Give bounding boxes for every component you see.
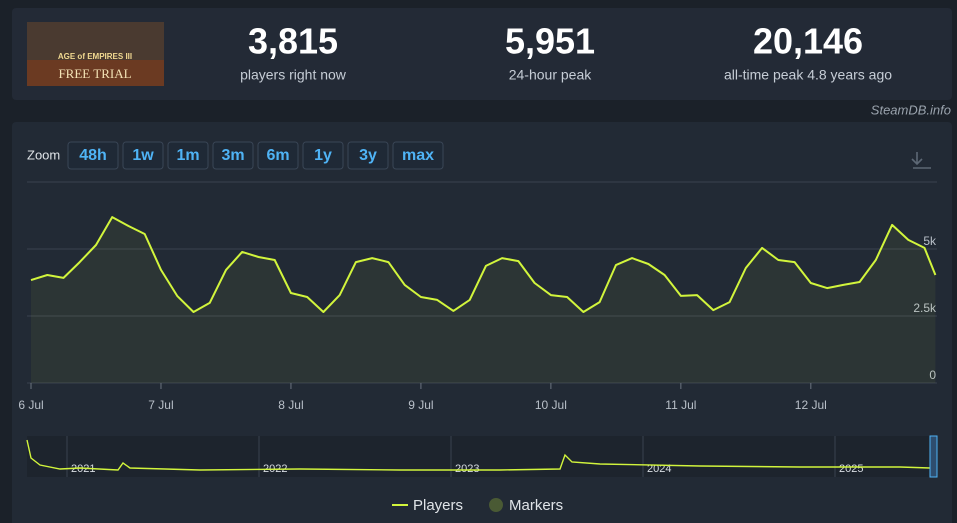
navigator-year: 2025 [839,463,863,475]
zoom-button-label[interactable]: 3y [359,147,377,164]
zoom-button-label[interactable]: 3m [221,147,244,164]
x-tick-label: 11 Jul [665,398,696,412]
legend-label: Markers [509,497,563,514]
x-tick-label: 6 Jul [18,398,43,412]
navigator-year: 2023 [455,463,479,475]
zoom-button[interactable] [302,141,344,170]
download-icon[interactable] [911,152,931,169]
zoom-button[interactable] [392,141,444,170]
stat-value: 3,815 [248,21,338,62]
navigator [27,436,937,477]
y-tick-label: 5k [923,234,937,248]
zoom-button[interactable] [122,141,164,170]
zoom-buttons: 48h 1w 1m 3m 6m 1y 3y max [67,141,444,170]
zoom-button-label[interactable]: 6m [266,147,289,164]
stat-label: players right now [240,67,347,83]
x-tick-label: 8 Jul [278,398,303,412]
y-tick-label: 0 [929,368,936,382]
area [31,217,936,383]
x-tick-label: 12 Jul [795,398,827,412]
x-tick-label: 10 Jul [535,398,567,412]
x-tick-label: 7 Jul [148,398,173,412]
zoom-button-label[interactable]: max [402,147,434,164]
zoom-button-label[interactable]: 1m [176,147,199,164]
stat-label: 24-hour peak [509,67,593,83]
zoom-button[interactable] [347,141,389,170]
zoom-button[interactable] [257,141,299,170]
zoom-button-label[interactable]: 1y [314,147,332,164]
navigator-line [26,439,931,471]
stat-label: all-time peak 4.8 years ago [724,67,892,83]
plot: 0 2.5k 5k 6 Jul 7 Jul 8 Jul 9 Jul 10 Jul 11 Jul 1… [18,216,937,412]
zoom-label: Zoom [27,147,60,162]
thumbnail-title: AGE of EMPIRES III [58,52,132,61]
zoom-button-label[interactable]: 1w [132,147,154,164]
legend-marker [489,498,503,512]
header-panel [12,8,952,100]
thumbnail-caption: FREE TRIAL [58,66,131,81]
navigator-handle[interactable] [929,435,938,478]
source: SteamDB.info [871,102,951,117]
stat-value: 5,951 [505,21,595,62]
line [30,216,937,313]
legend-label: Players [413,497,463,514]
y-tick-label: 2.5k [913,301,937,315]
chart-panel [12,122,952,523]
x-tick-label: 9 Jul [408,398,433,412]
zoom-button[interactable] [212,141,254,170]
navigator-year: 2021 [71,463,95,475]
zoom-button[interactable] [167,141,209,170]
zoom-button[interactable] [67,141,119,170]
stat-value: 20,146 [753,21,863,62]
thumbnail-art [27,22,164,60]
zoom-button-label[interactable]: 48h [79,147,107,164]
